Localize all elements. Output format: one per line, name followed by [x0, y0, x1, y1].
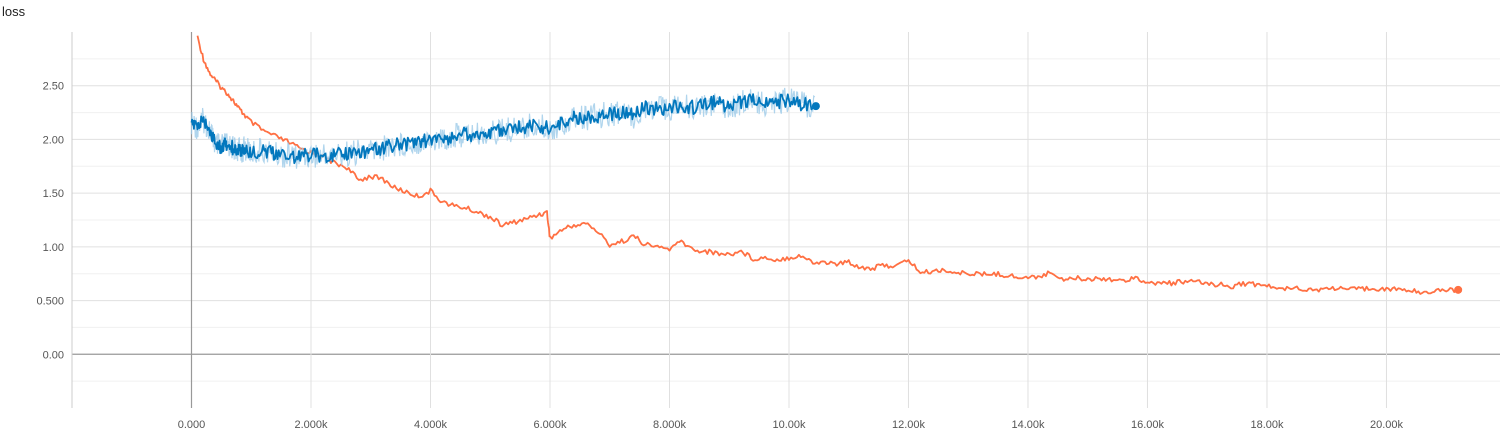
x-tick-label: 20.00k: [1370, 419, 1404, 431]
x-tick-labels: 0.000 2.000k 4.000k 6.000k 8.000k 10.00k 12.00…: [178, 419, 1404, 431]
x-tick-label: 12.00k: [892, 419, 926, 431]
x-tick-label: 16.00k: [1131, 419, 1165, 431]
x-tick-label: 14.00k: [1011, 419, 1045, 431]
x-tick-label: 2.000k: [294, 419, 328, 431]
y-tick-labels: 0.00 0.500 1.00 1.50 2.00 2.50: [36, 81, 64, 362]
series-group: [190, 35, 1463, 295]
x-tick-label: 6.000k: [533, 419, 567, 431]
series-end-point: [1454, 285, 1463, 294]
y-tick-label: 2.00: [43, 134, 64, 146]
y-tick-label: 0.500: [36, 296, 64, 308]
chart-title: loss: [2, 4, 26, 19]
y-tick-label: 0.00: [43, 349, 64, 361]
x-tick-label: 8.000k: [653, 419, 687, 431]
series-line: [196, 35, 1459, 295]
x-tick-label: 18.00k: [1250, 419, 1284, 431]
x-tick-label: 10.00k: [772, 419, 806, 431]
series-end-point: [811, 102, 820, 111]
y-tick-label: 1.50: [43, 188, 64, 200]
gridlines: [72, 32, 1500, 408]
y-tick-label: 1.00: [43, 242, 64, 254]
x-tick-label: 4.000k: [414, 419, 448, 431]
y-tick-label: 2.50: [43, 81, 64, 93]
series-line: [190, 93, 817, 165]
x-tick-label: 0.000: [178, 419, 206, 431]
